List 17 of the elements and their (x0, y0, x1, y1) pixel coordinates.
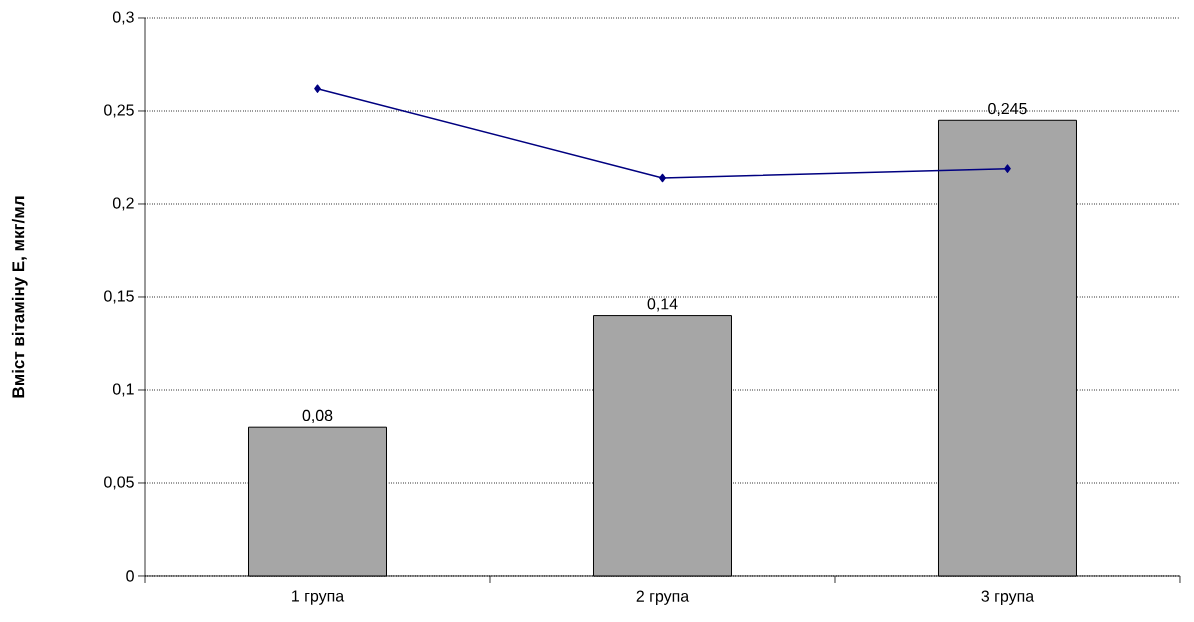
point (659, 173, 666, 183)
y-tick-label: 0,15 (104, 290, 134, 304)
x-tick-label: 2 група (636, 590, 690, 605)
data-label: 0,08 (302, 409, 333, 423)
x-tick-label: 3 група (981, 590, 1035, 605)
data-label: 0,14 (647, 298, 678, 312)
y-tick-label: 0,25 (104, 104, 134, 118)
y-tick-label: 0 (126, 570, 134, 582)
x-tick-label: 1 група (292, 590, 345, 605)
point (314, 84, 321, 93)
y-tick-label: 0,1 (112, 383, 134, 397)
y-tick-label: 0,2 (112, 197, 134, 211)
y-tick-label: 0,05 (104, 476, 134, 490)
data-label: 0,245 (988, 102, 1027, 117)
point (1004, 164, 1011, 173)
y-axis-title: Вміст вітаміну Е, мкг/мл (11, 196, 28, 398)
y-tick-label: 0,3 (112, 11, 134, 25)
